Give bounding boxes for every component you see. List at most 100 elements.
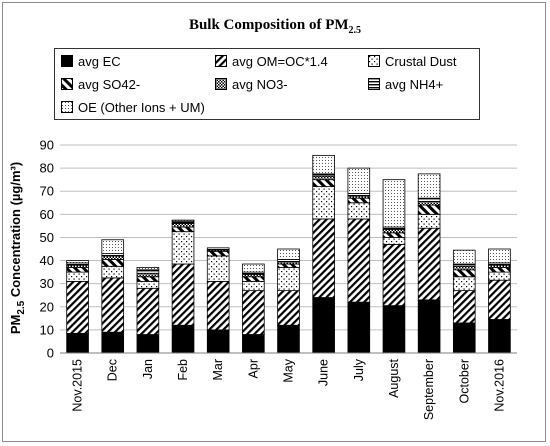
bar-segment (66, 260, 89, 264)
bar-segment (101, 258, 125, 267)
y-tick-label: 50 (40, 230, 54, 245)
y-axis-label: PM2.5 Concentration (µg/m³) (8, 162, 27, 334)
x-tick-label: July (352, 358, 366, 381)
legend-item-om: avg OM=OC*1.4 (215, 52, 328, 70)
legend-label-crustal: Crustal Dust (385, 53, 457, 69)
bar-segment (382, 232, 406, 238)
legend-swatch-so4 (61, 78, 73, 90)
legend-label-nh4: avg NH4+ (385, 76, 444, 92)
bar-segment (312, 297, 335, 354)
legend: avg EC avg OM=OC*1.4 Crustal Dust avg SO… (54, 48, 480, 120)
bar-segment (101, 255, 125, 260)
bar-segment (171, 223, 195, 228)
bar-segment (417, 204, 441, 215)
bar-segment (206, 250, 230, 257)
legend-item-ec: avg EC (61, 52, 121, 70)
bar-segment (382, 305, 406, 354)
bar-segment (488, 319, 511, 354)
legend-item-nh4: avg NH4+ (368, 75, 443, 93)
bar-segment (347, 202, 371, 220)
legend-label-oe: OE (Other Ions + UM) (78, 99, 205, 115)
bar-segment (382, 243, 406, 307)
legend-swatch-ec (61, 55, 73, 67)
bar-segment (417, 173, 441, 199)
bar-segment (488, 267, 511, 273)
legend-label-no3: avg NO3- (232, 76, 288, 92)
legend-label-om: avg OM=OC*1.4 (232, 53, 328, 69)
bar-segment (277, 290, 300, 326)
bar-segment (347, 218, 371, 303)
legend-label-so4: avg SO42- (78, 76, 141, 92)
x-tick-label: Jan (141, 359, 155, 379)
x-tick-label: Dec (106, 359, 120, 381)
y-tick-label: 40 (40, 253, 54, 268)
legend-swatch-no3 (215, 78, 227, 90)
legend-swatch-om (215, 55, 227, 67)
bar-segment (206, 247, 230, 251)
bar-segment (66, 267, 89, 273)
bar-segment (242, 263, 265, 273)
bar-segment (206, 255, 230, 282)
bar-segment (417, 227, 441, 301)
bar-segment (488, 271, 511, 281)
bar-segment (277, 248, 300, 260)
bar-segment (452, 269, 476, 278)
bar-segment (312, 218, 335, 298)
y-tick-label: 60 (40, 207, 54, 222)
bar-segment (347, 197, 371, 204)
legend-item-crustal: Crustal Dust (368, 52, 457, 70)
bar-segment (136, 269, 160, 274)
bar-segment (452, 322, 476, 354)
bar-segment (277, 267, 300, 292)
y-tick-label: 30 (40, 276, 54, 291)
chart-title: Bulk Composition of PM2.5 (188, 17, 362, 36)
y-tick-label: 80 (40, 161, 54, 176)
y-tick-label: 70 (40, 184, 54, 199)
x-tick-label: June (317, 359, 331, 386)
bar-segment (101, 239, 125, 255)
bar-segment (171, 324, 195, 354)
bar-segment (488, 279, 511, 320)
legend-swatch-crustal (368, 55, 380, 67)
bar-segment (206, 280, 230, 331)
bar-segment (488, 248, 511, 264)
x-tick-label: Feb (176, 359, 190, 381)
legend-swatch-oe (61, 101, 73, 113)
bar-segment (277, 263, 300, 268)
bar-segment (417, 201, 441, 206)
y-tick-label: 20 (40, 299, 54, 314)
bar-segment (312, 186, 335, 220)
bar-segment (277, 324, 300, 354)
bar-segment (136, 276, 160, 282)
bar-segment (242, 276, 265, 282)
bar-segment (452, 249, 476, 265)
bar-segment (171, 263, 195, 326)
bar-segment (136, 280, 160, 289)
bar-segment (312, 179, 335, 188)
bar-segment (347, 167, 371, 194)
bar-segment (171, 219, 195, 222)
bar-segment (452, 265, 476, 271)
bar-segment (452, 276, 476, 292)
bar-segment (452, 290, 476, 324)
bar-segment (312, 175, 335, 181)
legend-label-ec: avg EC (78, 53, 121, 69)
bar-segment (242, 334, 265, 354)
x-tick-label: Apr (246, 359, 260, 378)
bar-segment (101, 331, 125, 354)
bar-segment (312, 154, 335, 175)
legend-item-no3: avg NO3- (215, 75, 288, 93)
bar-segment (242, 280, 265, 292)
x-tick-label: September (422, 359, 436, 420)
bar-segment (417, 213, 441, 229)
bar-segment (136, 287, 160, 335)
bar-segment (417, 197, 441, 203)
bar-segment (66, 280, 89, 334)
x-tick-label: Nov.2016 (492, 359, 506, 412)
bar-segment (136, 334, 160, 354)
bar-segment (347, 301, 371, 354)
bar-segment (66, 271, 89, 282)
y-tick-label: 0 (47, 346, 54, 361)
bar-segment (136, 272, 160, 278)
